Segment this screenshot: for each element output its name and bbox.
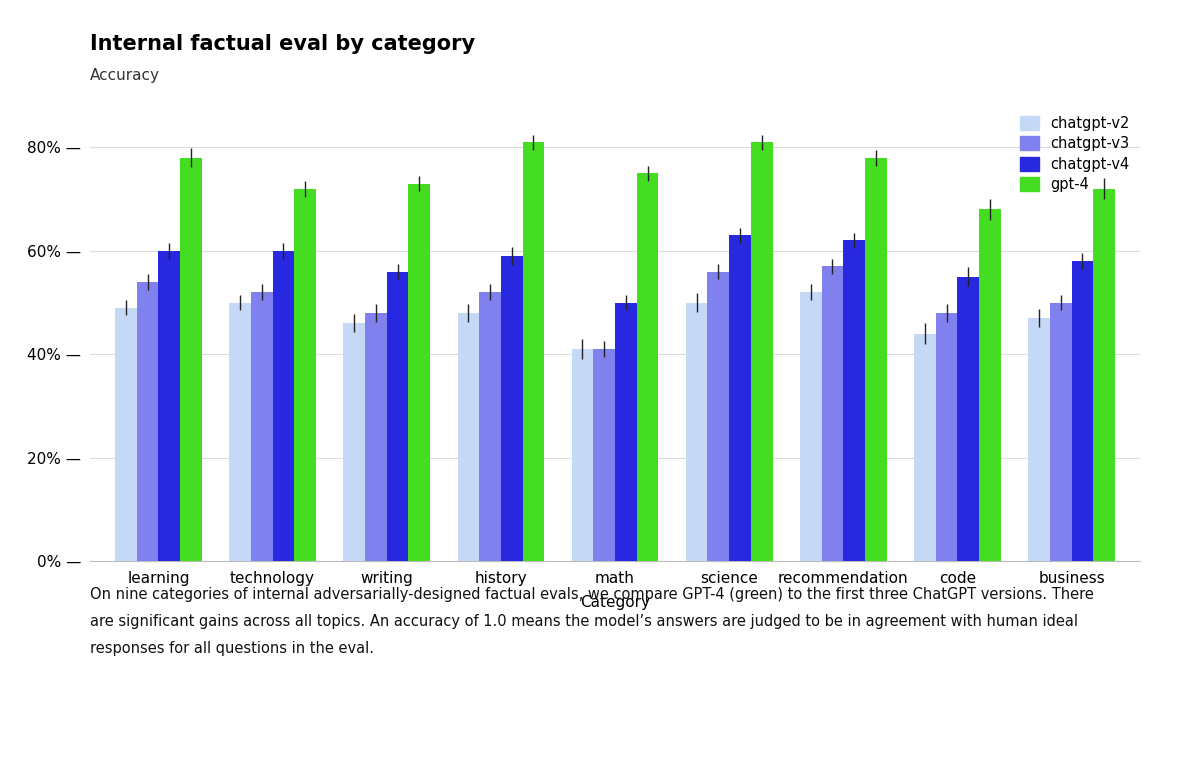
Bar <box>500 256 522 561</box>
Text: are significant gains across all topics. An accuracy of 1.0 means the model’s an: are significant gains across all topics.… <box>90 614 1078 629</box>
Bar <box>137 282 158 561</box>
Text: Internal factual eval by category: Internal factual eval by category <box>90 34 475 54</box>
Bar <box>865 158 887 561</box>
Bar <box>365 313 386 561</box>
Bar <box>616 302 637 561</box>
Bar <box>958 277 979 561</box>
Bar <box>251 292 272 561</box>
Bar <box>914 334 936 561</box>
Bar <box>685 302 708 561</box>
Bar <box>1028 318 1050 561</box>
Bar <box>936 313 958 561</box>
Bar <box>343 323 365 561</box>
Bar <box>637 174 659 561</box>
Legend: chatgpt-v2, chatgpt-v3, chatgpt-v4, gpt-4: chatgpt-v2, chatgpt-v3, chatgpt-v4, gpt-… <box>1016 114 1133 195</box>
Bar <box>822 266 844 561</box>
Bar <box>294 189 316 561</box>
Bar <box>979 209 1001 561</box>
Bar <box>571 349 593 561</box>
Bar <box>457 313 479 561</box>
Bar <box>479 292 500 561</box>
Bar <box>522 143 545 561</box>
Bar <box>180 158 202 561</box>
Bar <box>1072 262 1093 561</box>
Bar <box>593 349 616 561</box>
Bar <box>386 271 408 561</box>
Bar <box>1093 189 1115 561</box>
Bar <box>1050 302 1072 561</box>
Bar <box>158 251 180 561</box>
Bar <box>272 251 294 561</box>
Bar <box>751 143 773 561</box>
Text: Accuracy: Accuracy <box>90 68 160 83</box>
Bar <box>800 292 822 561</box>
Bar <box>115 308 137 561</box>
Bar <box>708 271 730 561</box>
X-axis label: Category: Category <box>580 595 650 609</box>
Text: On nine categories of internal adversarially-designed factual evals, we compare : On nine categories of internal adversari… <box>90 587 1094 603</box>
Text: responses for all questions in the eval.: responses for all questions in the eval. <box>90 641 374 656</box>
Bar <box>408 183 430 561</box>
Bar <box>730 235 751 561</box>
Bar <box>229 302 251 561</box>
Bar <box>844 240 865 561</box>
